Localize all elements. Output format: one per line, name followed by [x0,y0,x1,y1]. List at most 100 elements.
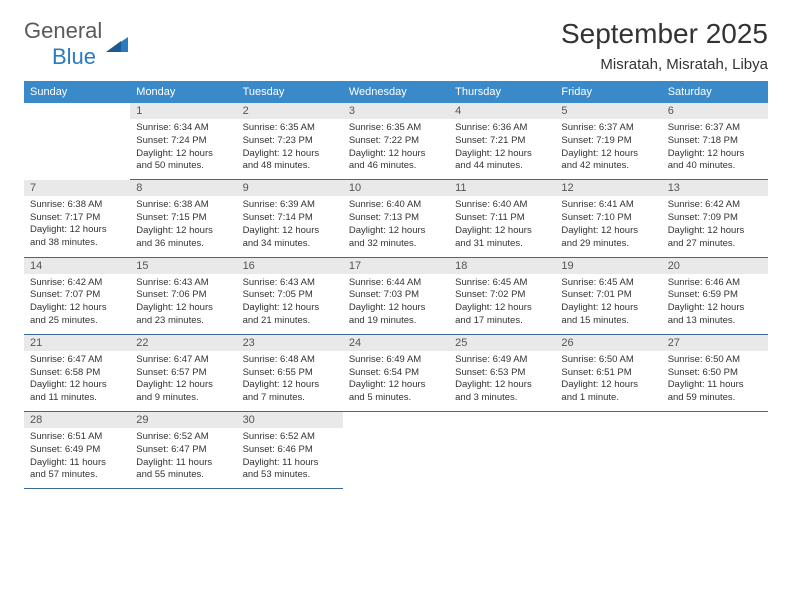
daylight-text: Daylight: 12 hours and 21 minutes. [243,302,337,328]
calendar-cell: 24Sunrise: 6:49 AMSunset: 6:54 PMDayligh… [343,334,449,411]
calendar-cell: 3Sunrise: 6:35 AMSunset: 7:22 PMDaylight… [343,103,449,180]
daylight-text: Daylight: 12 hours and 48 minutes. [243,148,337,174]
dayhead-sun: Sunday [24,81,130,103]
calendar-cell: 8Sunrise: 6:38 AMSunset: 7:15 PMDaylight… [130,180,236,257]
sunset-text: Sunset: 7:11 PM [455,212,549,225]
sunrise-text: Sunrise: 6:40 AM [349,199,443,212]
calendar-cell: 27Sunrise: 6:50 AMSunset: 6:50 PMDayligh… [662,334,768,411]
day-detail: Sunrise: 6:35 AMSunset: 7:23 PMDaylight:… [237,119,343,179]
sunset-text: Sunset: 6:49 PM [30,444,124,457]
day-detail [343,416,449,474]
day-detail: Sunrise: 6:35 AMSunset: 7:22 PMDaylight:… [343,119,449,179]
calendar-cell: 23Sunrise: 6:48 AMSunset: 6:55 PMDayligh… [237,334,343,411]
sunset-text: Sunset: 6:51 PM [561,367,655,380]
calendar-cell: 28Sunrise: 6:51 AMSunset: 6:49 PMDayligh… [24,412,130,489]
day-number: 15 [130,258,236,274]
sunset-text: Sunset: 7:21 PM [455,135,549,148]
calendar-cell: 11Sunrise: 6:40 AMSunset: 7:11 PMDayligh… [449,180,555,257]
day-number: 6 [662,103,768,119]
daylight-text: Daylight: 12 hours and 19 minutes. [349,302,443,328]
day-detail: Sunrise: 6:46 AMSunset: 6:59 PMDaylight:… [662,274,768,334]
sunrise-text: Sunrise: 6:43 AM [243,277,337,290]
day-detail: Sunrise: 6:37 AMSunset: 7:18 PMDaylight:… [662,119,768,179]
calendar-cell [662,412,768,489]
calendar-week: 1Sunrise: 6:34 AMSunset: 7:24 PMDaylight… [24,103,768,180]
daylight-text: Daylight: 11 hours and 57 minutes. [30,457,124,483]
day-number: 21 [24,335,130,351]
day-number: 30 [237,412,343,428]
calendar-cell [555,412,661,489]
sunset-text: Sunset: 6:58 PM [30,367,124,380]
day-number: 18 [449,258,555,274]
calendar-cell: 26Sunrise: 6:50 AMSunset: 6:51 PMDayligh… [555,334,661,411]
calendar-cell: 12Sunrise: 6:41 AMSunset: 7:10 PMDayligh… [555,180,661,257]
sunrise-text: Sunrise: 6:50 AM [668,354,762,367]
day-header-row: Sunday Monday Tuesday Wednesday Thursday… [24,81,768,103]
calendar-cell: 7Sunrise: 6:38 AMSunset: 7:17 PMDaylight… [24,180,130,257]
day-number: 12 [555,180,661,196]
sunrise-text: Sunrise: 6:47 AM [30,354,124,367]
day-detail [24,107,130,165]
sunset-text: Sunset: 7:03 PM [349,289,443,302]
calendar-week: 28Sunrise: 6:51 AMSunset: 6:49 PMDayligh… [24,412,768,489]
calendar-week: 21 Sunrise: 6:47 AMSunset: 6:58 PM Dayligh… [24,334,768,411]
daylight-text: Daylight: 12 hours and 5 minutes. [349,379,443,405]
sunrise-text: Sunrise: 6:42 AM [668,199,762,212]
logo-word2: Blue [52,44,96,69]
calendar-cell [343,412,449,489]
sunset-text: Sunset: 6:50 PM [668,367,762,380]
sunrise-text: Sunrise: 6:42 AM [30,277,124,290]
calendar-cell: 14Sunrise: 6:42 AMSunset: 7:07 PMDayligh… [24,257,130,334]
calendar-table: Sunday Monday Tuesday Wednesday Thursday… [24,81,768,489]
calendar-cell: 13Sunrise: 6:42 AMSunset: 7:09 PMDayligh… [662,180,768,257]
sunset-text: Sunset: 7:23 PM [243,135,337,148]
daylight-text: Daylight: 12 hours and 9 minutes. [136,379,230,405]
day-detail: Sunrise: 6:51 AMSunset: 6:49 PMDaylight:… [24,428,130,488]
logo-text: General Blue [24,18,102,70]
logo-sail-icon [106,34,132,54]
daylight-text: Daylight: 12 hours and 17 minutes. [455,302,549,328]
sunrise-text: Sunrise: 6:49 AM [455,354,549,367]
calendar-cell: 22Sunrise: 6:47 AMSunset: 6:57 PMDayligh… [130,334,236,411]
sunrise-text: Sunrise: 6:52 AM [136,431,230,444]
day-detail: Sunrise: 6:39 AMSunset: 7:14 PMDaylight:… [237,196,343,256]
sunset-text: Sunset: 6:59 PM [668,289,762,302]
sunset-text: Sunset: 7:14 PM [243,212,337,225]
sunrise-text: Sunrise: 6:37 AM [668,122,762,135]
sunset-text: Sunset: 7:18 PM [668,135,762,148]
daylight-text: Daylight: 12 hours and 15 minutes. [561,302,655,328]
calendar-cell: 9Sunrise: 6:39 AMSunset: 7:14 PMDaylight… [237,180,343,257]
calendar-page: General Blue September 2025 Misratah, Mi… [0,0,792,507]
day-number: 2 [237,103,343,119]
daylight-text: Daylight: 12 hours and 27 minutes. [668,225,762,251]
day-detail: Sunrise: 6:45 AMSunset: 7:01 PMDaylight:… [555,274,661,334]
day-detail: Sunrise: 6:37 AMSunset: 7:19 PMDaylight:… [555,119,661,179]
calendar-cell: 6Sunrise: 6:37 AMSunset: 7:18 PMDaylight… [662,103,768,180]
dayhead-wed: Wednesday [343,81,449,103]
calendar-cell: 4Sunrise: 6:36 AMSunset: 7:21 PMDaylight… [449,103,555,180]
sunrise-text: Sunrise: 6:34 AM [136,122,230,135]
sunrise-text: Sunrise: 6:44 AM [349,277,443,290]
daylight-text: Daylight: 11 hours and 55 minutes. [136,457,230,483]
calendar-cell: 19Sunrise: 6:45 AMSunset: 7:01 PMDayligh… [555,257,661,334]
day-number: 28 [24,412,130,428]
calendar-cell: 29Sunrise: 6:52 AMSunset: 6:47 PMDayligh… [130,412,236,489]
sunrise-text: Sunrise: 6:51 AM [30,431,124,444]
sunrise-text: Sunrise: 6:40 AM [455,199,549,212]
calendar-cell: 1Sunrise: 6:34 AMSunset: 7:24 PMDaylight… [130,103,236,180]
sunset-text: Sunset: 6:47 PM [136,444,230,457]
sunrise-text: Sunrise: 6:45 AM [455,277,549,290]
day-detail: Sunrise: 6:41 AMSunset: 7:10 PMDaylight:… [555,196,661,256]
day-number: 8 [130,180,236,196]
dayhead-tue: Tuesday [237,81,343,103]
sunset-text: Sunset: 6:53 PM [455,367,549,380]
day-number: 11 [449,180,555,196]
day-detail: Sunrise: 6:38 AMSunset: 7:15 PMDaylight:… [130,196,236,256]
daylight-text: Daylight: 12 hours and 50 minutes. [136,148,230,174]
sunset-text: Sunset: 6:57 PM [136,367,230,380]
day-number: 27 [662,335,768,351]
calendar-cell: 10Sunrise: 6:40 AMSunset: 7:13 PMDayligh… [343,180,449,257]
day-number: 10 [343,180,449,196]
sunrise-text: Sunrise: 6:43 AM [136,277,230,290]
day-number: 4 [449,103,555,119]
